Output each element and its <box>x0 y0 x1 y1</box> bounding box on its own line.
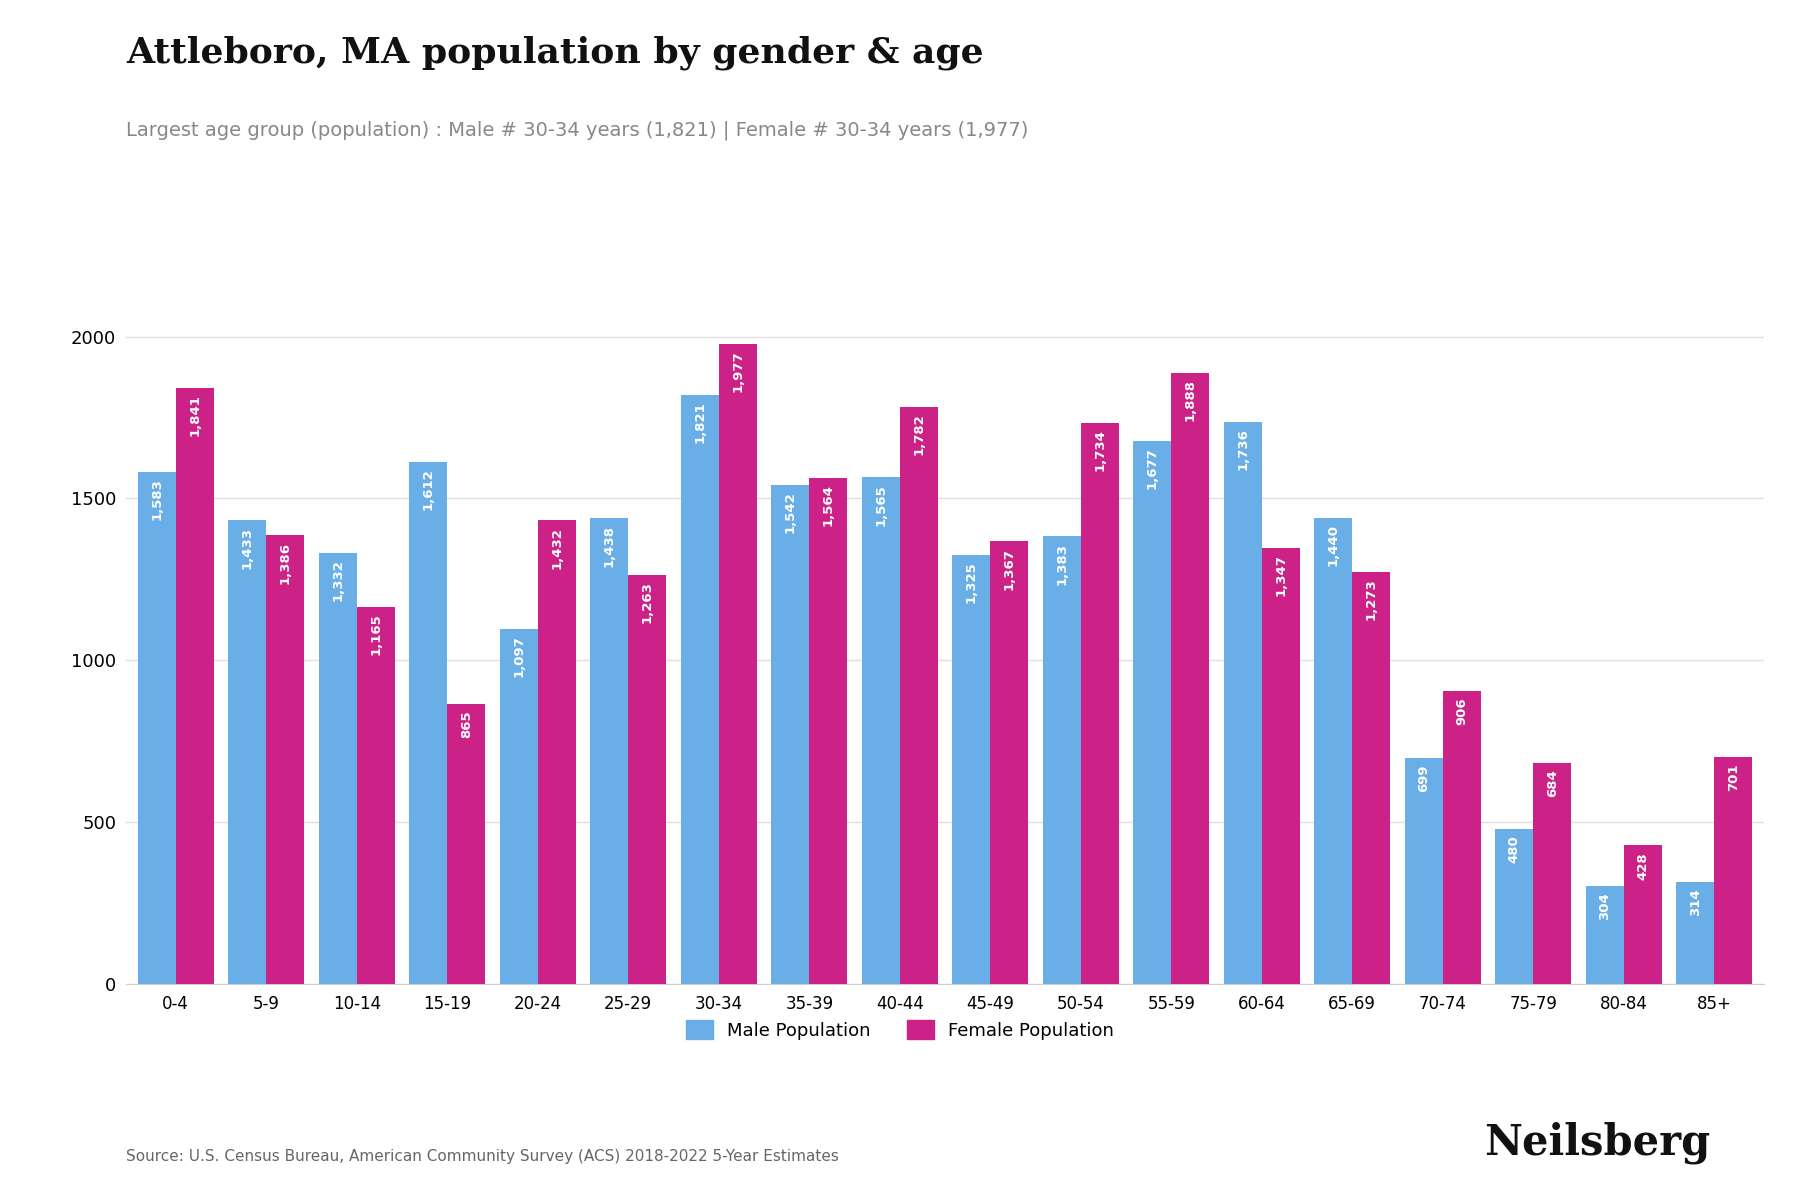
Bar <box>176 388 214 984</box>
Bar <box>1172 373 1210 984</box>
Text: 865: 865 <box>459 710 473 738</box>
Bar <box>266 535 304 984</box>
Text: 1,841: 1,841 <box>189 395 202 437</box>
Bar <box>900 407 938 984</box>
Bar <box>139 472 176 984</box>
Text: Neilsberg: Neilsberg <box>1483 1122 1710 1164</box>
Bar <box>319 553 356 984</box>
Bar <box>680 395 718 984</box>
Text: 1,097: 1,097 <box>513 635 526 677</box>
Text: 1,782: 1,782 <box>913 414 925 455</box>
Bar <box>1624 846 1661 984</box>
Text: 480: 480 <box>1508 835 1521 863</box>
Bar <box>990 541 1028 984</box>
Bar <box>1080 422 1120 984</box>
Text: Source: U.S. Census Bureau, American Community Survey (ACS) 2018-2022 5-Year Est: Source: U.S. Census Bureau, American Com… <box>126 1150 839 1164</box>
Text: 684: 684 <box>1546 769 1559 797</box>
Text: 1,432: 1,432 <box>551 527 563 569</box>
Bar <box>1352 572 1390 984</box>
Text: 1,367: 1,367 <box>1003 548 1015 590</box>
Bar <box>770 485 810 984</box>
Text: 906: 906 <box>1454 697 1469 725</box>
Text: 1,273: 1,273 <box>1364 578 1377 620</box>
Bar <box>409 462 446 984</box>
Bar <box>1404 757 1444 984</box>
Text: 1,438: 1,438 <box>603 524 616 566</box>
Bar <box>1262 548 1300 984</box>
Text: 1,736: 1,736 <box>1237 428 1249 470</box>
Text: 1,583: 1,583 <box>149 478 164 520</box>
Bar <box>590 518 628 984</box>
Text: 1,165: 1,165 <box>369 613 382 655</box>
Bar <box>356 607 394 984</box>
Bar <box>1224 422 1262 984</box>
Text: 1,734: 1,734 <box>1093 430 1107 472</box>
Bar <box>1444 691 1481 984</box>
Bar <box>1534 762 1571 984</box>
Text: Attleboro, MA population by gender & age: Attleboro, MA population by gender & age <box>126 36 983 71</box>
Text: 1,542: 1,542 <box>783 491 797 533</box>
Text: 1,263: 1,263 <box>641 582 653 624</box>
Text: 1,386: 1,386 <box>279 541 292 583</box>
Bar <box>1314 518 1352 984</box>
Bar <box>628 575 666 984</box>
Bar <box>810 478 848 984</box>
Text: 1,347: 1,347 <box>1274 554 1287 596</box>
Bar <box>538 521 576 984</box>
Bar <box>952 556 990 984</box>
Text: 314: 314 <box>1688 889 1701 917</box>
Text: 1,565: 1,565 <box>875 484 887 526</box>
Text: 1,821: 1,821 <box>693 401 706 443</box>
Bar <box>500 629 538 984</box>
Bar <box>1042 536 1080 984</box>
Text: Largest age group (population) : Male # 30-34 years (1,821) | Female # 30-34 yea: Largest age group (population) : Male # … <box>126 120 1028 139</box>
Text: 1,677: 1,677 <box>1147 448 1159 490</box>
Bar <box>1134 442 1172 984</box>
Text: 701: 701 <box>1726 763 1741 791</box>
Text: 428: 428 <box>1636 852 1649 880</box>
Bar <box>1586 886 1624 984</box>
Bar <box>718 344 756 984</box>
Bar <box>1714 757 1751 984</box>
Bar <box>862 478 900 984</box>
Text: 1,383: 1,383 <box>1055 542 1067 584</box>
Text: 1,440: 1,440 <box>1327 524 1339 566</box>
Text: 1,433: 1,433 <box>241 527 254 569</box>
Text: 304: 304 <box>1598 892 1611 920</box>
Text: 1,564: 1,564 <box>823 484 835 526</box>
Bar <box>1676 882 1714 984</box>
Text: 699: 699 <box>1417 764 1431 792</box>
Text: 1,612: 1,612 <box>421 469 436 510</box>
Bar <box>446 704 486 984</box>
Text: 1,888: 1,888 <box>1184 379 1197 421</box>
Text: 1,325: 1,325 <box>965 562 977 604</box>
Legend: Male Population, Female Population: Male Population, Female Population <box>679 1013 1121 1046</box>
Text: 1,332: 1,332 <box>331 559 344 601</box>
Bar <box>1496 829 1534 984</box>
Text: 1,977: 1,977 <box>731 350 743 392</box>
Bar <box>229 520 266 984</box>
